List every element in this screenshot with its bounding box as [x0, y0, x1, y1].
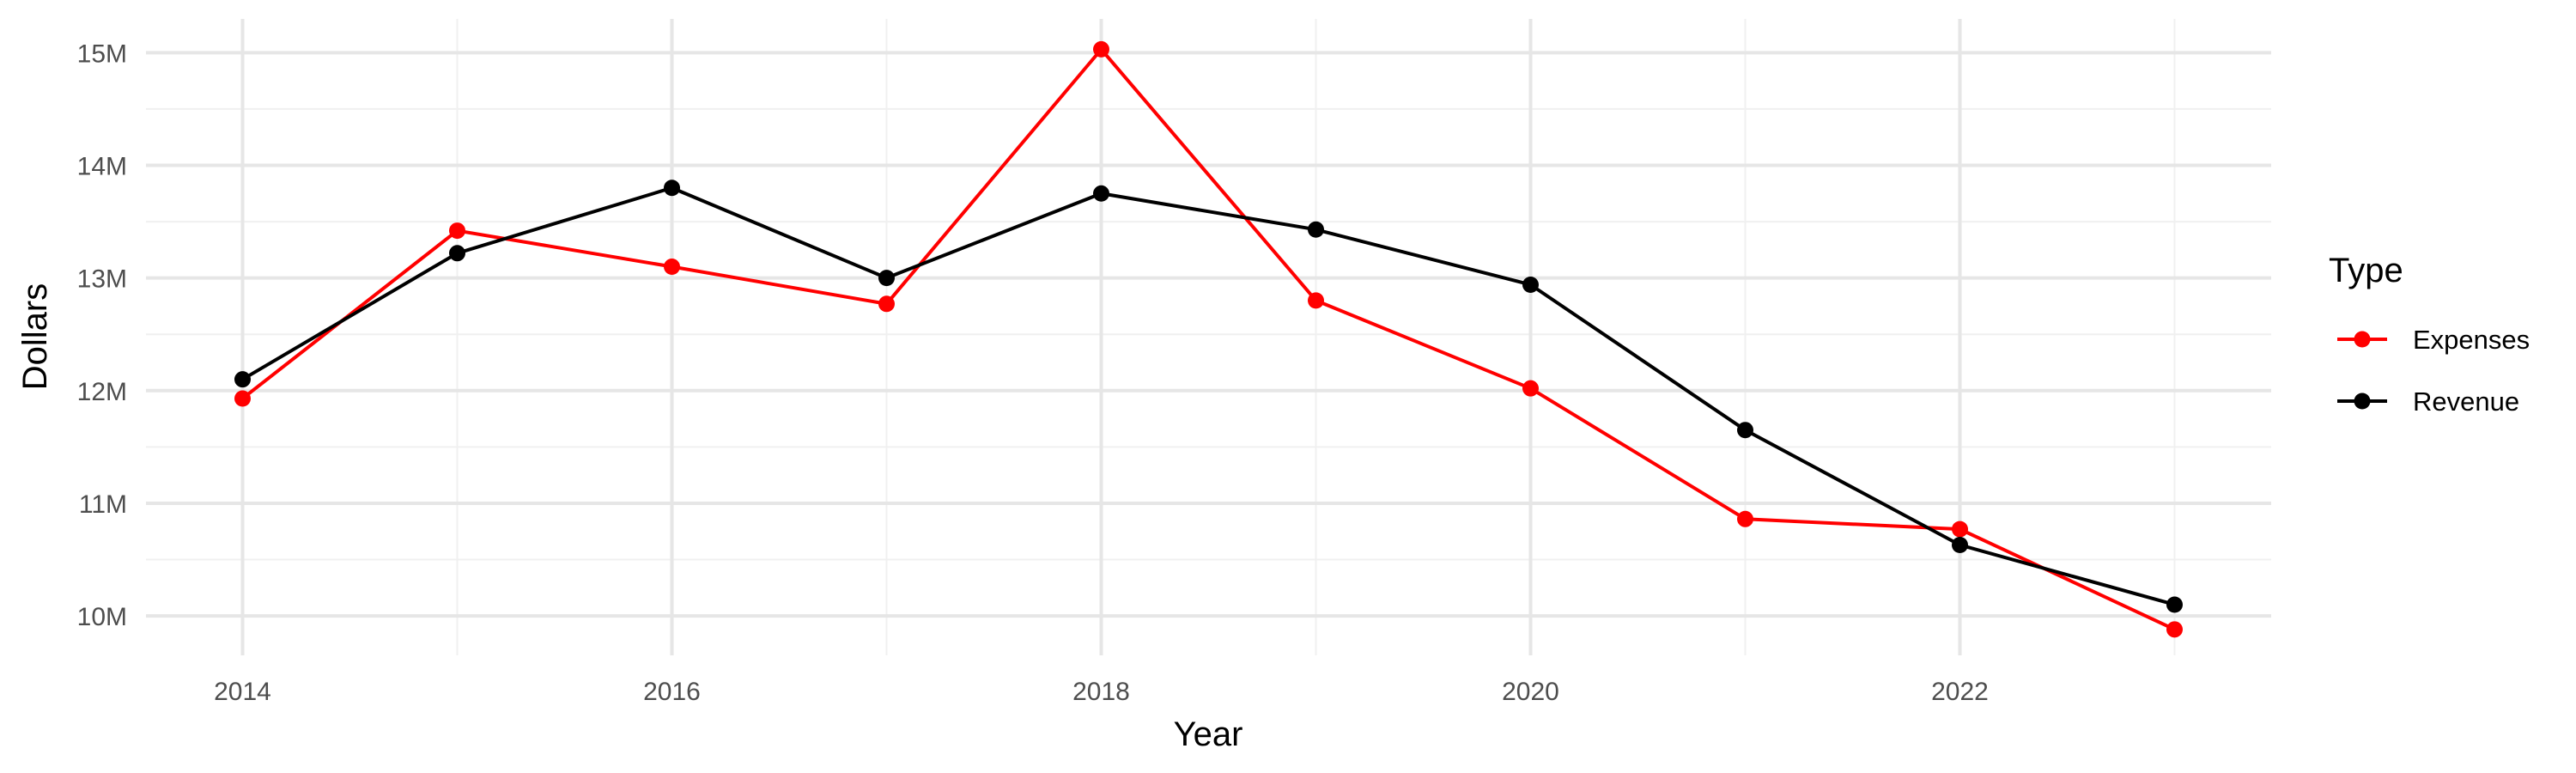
y-tick-label: 10M: [77, 603, 127, 631]
x-tick-label: 2016: [643, 678, 701, 706]
expenses-point: [1093, 40, 1109, 58]
y-tick-label: 14M: [77, 152, 127, 180]
expenses-point: [1308, 292, 1324, 309]
revenue-point: [1093, 185, 1109, 202]
legend: Type Expenses Revenue: [2329, 252, 2530, 417]
legend-items: Expenses Revenue: [2337, 325, 2530, 417]
revenue-point: [1522, 277, 1539, 294]
expenses-point: [1737, 510, 1753, 527]
legend-expenses-label: Expenses: [2413, 325, 2530, 355]
revenue-line: [240, 186, 2177, 606]
legend-revenue-label: Revenue: [2413, 386, 2519, 417]
revenue-point: [2166, 596, 2183, 613]
expenses-point: [2166, 621, 2183, 638]
expenses-point: [878, 295, 895, 313]
y-tick-label: 12M: [77, 378, 127, 406]
revenue-point: [234, 371, 251, 388]
expenses-point: [449, 222, 465, 240]
revenue-point: [1737, 422, 1753, 439]
y-tick-label: 15M: [77, 40, 127, 68]
y-tick-label: 11M: [79, 490, 127, 519]
x-axis-ticks: 2014 2016 2018 2020 2022: [214, 678, 1989, 706]
grid: [146, 19, 2271, 655]
series-layer: [234, 40, 2183, 638]
x-axis-title: Year: [1174, 715, 1243, 753]
legend-item-revenue: Revenue: [2337, 386, 2519, 417]
revenue-point: [664, 180, 680, 197]
x-tick-label: 2022: [1931, 678, 1989, 706]
y-axis-title: Dollars: [16, 283, 54, 390]
legend-title: Type: [2329, 252, 2403, 289]
y-axis-ticks: 10M 11M 12M 13M 14M 15M: [77, 40, 127, 631]
revenue-point: [1952, 536, 1968, 553]
revenue-point: [878, 270, 895, 287]
legend-expenses-marker-icon: [2354, 331, 2371, 348]
x-tick-label: 2018: [1072, 678, 1130, 706]
revenue-point: [449, 245, 465, 262]
legend-item-expenses: Expenses: [2337, 325, 2530, 355]
y-tick-label: 13M: [77, 265, 127, 294]
expenses-point: [664, 259, 680, 276]
expenses-point: [1522, 380, 1539, 397]
x-tick-label: 2020: [1502, 678, 1559, 706]
revenue-point: [1308, 221, 1324, 238]
expenses-point: [1952, 520, 1968, 538]
legend-revenue-marker-icon: [2354, 393, 2371, 410]
expenses-line: [240, 47, 2177, 631]
x-tick-label: 2014: [214, 678, 271, 706]
expenses-point: [234, 390, 251, 407]
